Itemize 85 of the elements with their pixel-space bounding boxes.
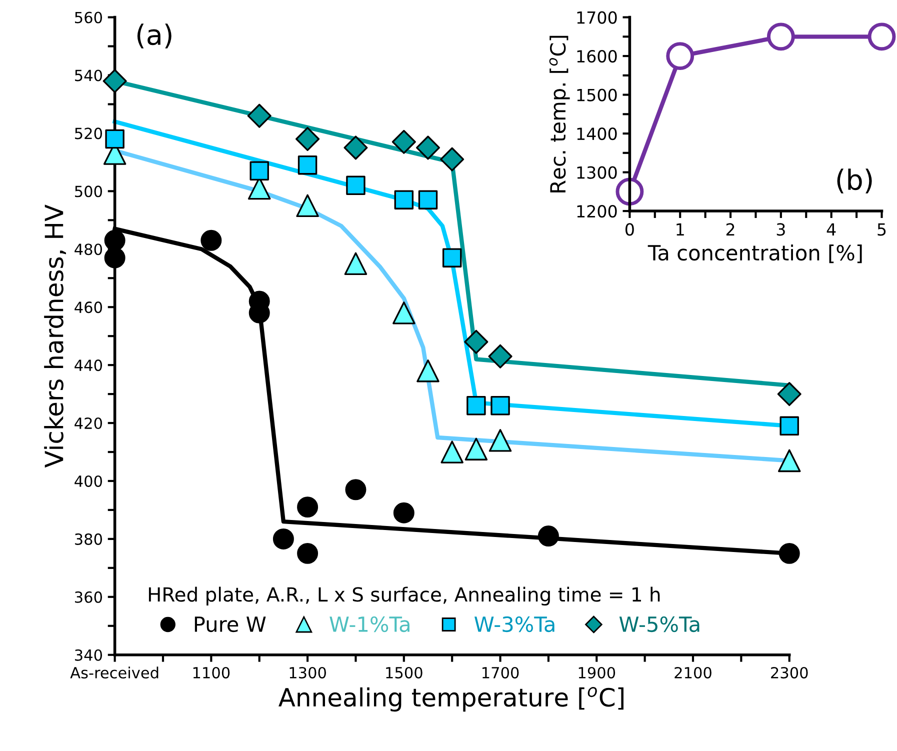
point bbox=[392, 302, 416, 324]
x-tick-label: 5 bbox=[878, 223, 886, 236]
x-tick-label: 2300 bbox=[771, 666, 808, 679]
point bbox=[393, 502, 414, 524]
y-tick-label: 1200 bbox=[577, 204, 617, 218]
x-tick-label: 2 bbox=[726, 223, 734, 236]
x-tick-label: 1500 bbox=[386, 666, 422, 679]
x-tick-label: 1700 bbox=[482, 666, 519, 679]
y-axis-title: Vickers hardness, HV bbox=[44, 204, 66, 468]
y-tick-label: 1500 bbox=[577, 88, 617, 102]
y-tick-label: 1600 bbox=[577, 50, 617, 63]
point bbox=[440, 147, 464, 172]
point bbox=[272, 528, 294, 550]
point bbox=[778, 449, 801, 472]
point bbox=[464, 330, 488, 354]
point bbox=[442, 248, 462, 268]
y-tick-label: 1300 bbox=[577, 166, 617, 179]
x-tick-label: As-received bbox=[70, 666, 158, 679]
legend-label: W-1%Ta bbox=[330, 616, 410, 632]
y-tick-label: 360 bbox=[75, 591, 102, 603]
point bbox=[394, 190, 414, 210]
point bbox=[105, 129, 124, 149]
x-tick-label: 3 bbox=[776, 223, 785, 236]
point bbox=[780, 416, 799, 436]
y-axis-title: Rec. temp. [$^{o}$C] bbox=[549, 36, 570, 192]
y-tick-label: 540 bbox=[75, 70, 102, 82]
point bbox=[488, 429, 512, 452]
legend-title: HRed plate, A.R., L x S surface, Annealing time = 1 h bbox=[148, 586, 660, 606]
x-tick-label: 1100 bbox=[193, 666, 230, 679]
annotation: (a) bbox=[137, 24, 172, 48]
point bbox=[296, 194, 319, 218]
y-tick-label: 340 bbox=[75, 649, 102, 661]
point bbox=[538, 526, 559, 547]
x-tick-label: 4 bbox=[826, 223, 836, 236]
point bbox=[102, 69, 127, 94]
y-tick-label: 1400 bbox=[577, 127, 617, 140]
x-tick-label: 2100 bbox=[674, 666, 712, 679]
y-tick-label: 500 bbox=[75, 186, 102, 198]
point bbox=[490, 396, 510, 416]
x-tick-label: 1300 bbox=[290, 666, 326, 679]
legend-label: W-5%Ta bbox=[619, 616, 700, 632]
point bbox=[344, 136, 368, 160]
x-tick-label: 1 bbox=[676, 223, 684, 236]
point bbox=[296, 126, 320, 152]
x-axis-title: Annealing temperature [$^{o}$C] bbox=[278, 687, 624, 712]
point bbox=[346, 176, 366, 195]
y-tick-label: 440 bbox=[74, 360, 102, 372]
y-tick-label: 420 bbox=[74, 417, 102, 430]
point bbox=[392, 130, 416, 154]
legend-label: W-3%Ta bbox=[474, 616, 554, 632]
y-tick-label: 480 bbox=[74, 244, 102, 256]
point bbox=[247, 104, 272, 128]
point bbox=[778, 542, 800, 564]
point bbox=[416, 359, 440, 382]
point bbox=[416, 136, 440, 160]
point bbox=[464, 438, 488, 460]
point bbox=[250, 161, 269, 180]
point bbox=[297, 496, 318, 518]
y-tick-label: 380 bbox=[75, 533, 102, 545]
annotation: (b) bbox=[837, 168, 872, 194]
point bbox=[298, 155, 318, 175]
point bbox=[466, 396, 486, 416]
point bbox=[104, 247, 126, 268]
legend-label: Pure W bbox=[194, 616, 266, 632]
point bbox=[766, 22, 795, 51]
y-tick-label: 520 bbox=[75, 128, 102, 140]
point bbox=[616, 178, 644, 206]
y-tick-label: 460 bbox=[74, 302, 102, 314]
y-tick-label: 1700 bbox=[577, 11, 617, 24]
point bbox=[777, 382, 802, 406]
point bbox=[345, 479, 366, 500]
point bbox=[297, 542, 318, 564]
y-tick-label: 560 bbox=[75, 12, 102, 24]
x-axis-title: Ta concentration [%] bbox=[648, 244, 862, 264]
point bbox=[666, 42, 694, 70]
y-tick-label: 400 bbox=[74, 475, 102, 488]
point bbox=[418, 190, 438, 210]
point bbox=[440, 440, 464, 464]
point bbox=[104, 230, 126, 251]
point bbox=[344, 252, 368, 275]
point bbox=[868, 22, 896, 51]
point bbox=[488, 344, 512, 368]
x-tick-label: 0 bbox=[625, 223, 634, 236]
point bbox=[200, 230, 222, 251]
x-tick-label: 1900 bbox=[578, 666, 616, 679]
